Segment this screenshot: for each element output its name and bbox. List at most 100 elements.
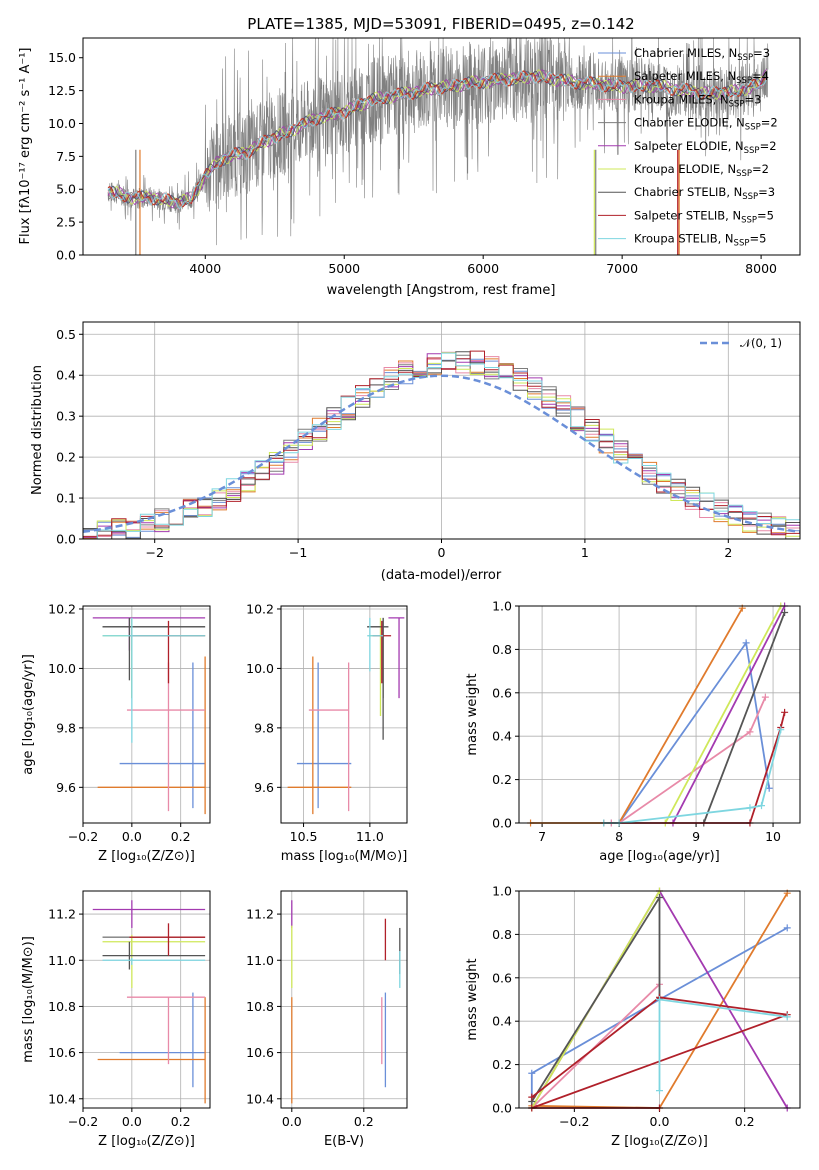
weight-line-c2 <box>530 607 744 824</box>
weight-line-c3 <box>611 696 767 824</box>
y-tick-label: 0.2 <box>56 450 76 465</box>
y-tick-label: 10.0 <box>48 661 76 676</box>
x-tick-label: 7000 <box>606 261 638 276</box>
weight-marker-c9 <box>758 802 766 810</box>
x-tick-label: −0.2 <box>68 1114 98 1129</box>
legend: 𝒩(0, 1) <box>700 336 782 350</box>
x-tick-label: 0.2 <box>171 1114 191 1129</box>
y-tick-label: 11.2 <box>246 907 274 922</box>
model-line-c4 <box>107 67 768 210</box>
weight-marker-c8 <box>781 708 789 716</box>
residual-histogram-panel: −2 −1 0 1 2 0.0 0.1 0.2 0.3 0.4 0.5 (data-model)/e… <box>30 321 801 583</box>
y-axis-label: mass [log₁₀(M/M⊙)] <box>21 936 36 1063</box>
plot-frame <box>280 890 408 1109</box>
plot-frame <box>518 605 801 824</box>
x-tick-label: −0.2 <box>559 1114 589 1129</box>
y-tick-label: 0.3 <box>56 409 76 424</box>
x-tick-label: 0.0 <box>650 1114 670 1129</box>
x-tick-label: 6000 <box>467 261 499 276</box>
y-tick-label: 10.2 <box>246 601 274 616</box>
y-tick-label: 0.4 <box>56 368 76 383</box>
x-tick-label: 4000 <box>189 261 221 276</box>
plot-frame <box>82 37 801 256</box>
y-tick-label: 0.5 <box>56 327 76 342</box>
errorbar-panel-2: 10.5 11.0 9.6 9.8 10.0 10.2 mass [log₁₀(M/M⊙)] <box>246 601 408 864</box>
x-tick-label: 10 <box>765 829 781 844</box>
errorbar-panel-1: −0.2 0.0 0.2 9.6 9.8 10.0 10.2 Z [log₁₀(Z/Z⊙)] a… <box>21 601 211 864</box>
y-tick-label: 2.5 <box>56 215 76 230</box>
x-tick-label: 7 <box>538 829 546 844</box>
y-tick-label: 10.6 <box>48 1045 76 1060</box>
model-line-c9 <box>107 70 768 210</box>
legend-label: Kroupa ELODIE, NSSP=2 <box>634 162 769 179</box>
weight-marker-c1 <box>783 924 791 932</box>
y-tick-label: 10.0 <box>48 116 76 131</box>
weight-marker-c7 <box>781 609 789 617</box>
model-spectra <box>107 67 768 210</box>
y-axis-label: mass weight <box>465 958 480 1040</box>
legend-label: Chabrier STELIB, NSSP=3 <box>634 185 775 202</box>
y-tick-label: 1.0 <box>492 599 512 614</box>
x-tick-label: 0.0 <box>282 1114 302 1129</box>
legend-label: Kroupa MILES, NSSP=3 <box>634 92 761 109</box>
y-tick-label: 0.4 <box>492 1014 512 1029</box>
plot-frame <box>82 605 211 824</box>
legend: Chabrier MILES, NSSP=3 Salpeter MILES, NS… <box>598 46 778 249</box>
plot-frame <box>82 890 211 1109</box>
weight-marker-c8 <box>528 1093 536 1101</box>
y-tick-label: 12.5 <box>48 83 76 98</box>
x-axis-label: Z [log₁₀(Z/Z⊙)] <box>98 1134 195 1149</box>
y-tick-label: 0.4 <box>492 729 512 744</box>
y-axis-label: Normed distribution <box>30 365 45 495</box>
y-tick-label: 0.8 <box>492 642 512 657</box>
x-axis-label: (data-model)/error <box>381 568 502 583</box>
y-tick-label: 11.2 <box>48 907 76 922</box>
x-tick-label: 0.0 <box>122 829 142 844</box>
y-tick-label: 9.6 <box>56 780 76 795</box>
y-tick-label: 10.4 <box>246 1091 274 1106</box>
weight-line-c6 <box>664 605 782 824</box>
weight-marker-c3 <box>746 728 754 736</box>
mass-weight-panel-1: 7 8 9 10 0.0 0.2 0.4 0.6 0.8 1.0 age [log₁₀(age/yr… <box>465 599 801 864</box>
histograms <box>83 350 800 540</box>
plot-frame <box>280 605 408 824</box>
histogram-c9 <box>83 352 800 540</box>
y-tick-label: 0.0 <box>492 1101 512 1116</box>
y-tick-label: 9.8 <box>56 720 76 735</box>
x-tick-label: 9 <box>692 829 700 844</box>
gaussian-curve <box>82 374 801 534</box>
y-tick-label: 9.6 <box>254 780 274 795</box>
y-tick-label: 0.2 <box>492 772 512 787</box>
y-tick-label: 15.0 <box>48 50 76 65</box>
x-tick-label: 2 <box>724 545 732 560</box>
y-tick-label: 11.0 <box>48 953 76 968</box>
legend-label: Salpeter ELODIE, NSSP=2 <box>634 139 777 156</box>
spectrum-panel: PLATE=1385, MJD=53091, FIBERID=0495, z=0… <box>18 15 801 298</box>
y-tick-label: 10.2 <box>48 601 76 616</box>
y-tick-label: 10.8 <box>48 999 76 1014</box>
weight-line-c7 <box>531 894 661 1102</box>
x-tick-label: 1 <box>581 545 589 560</box>
x-tick-label: 5000 <box>328 261 360 276</box>
y-tick-label: 10.0 <box>246 661 274 676</box>
x-tick-label: 0 <box>438 545 446 560</box>
weight-line-c7 <box>702 612 786 824</box>
y-tick-label: 10.4 <box>48 1091 76 1106</box>
observed-spectrum <box>107 37 769 255</box>
x-axis-label: Z [log₁₀(Z/Z⊙)] <box>98 849 195 864</box>
x-tick-label: −2 <box>145 545 163 560</box>
y-tick-label: 0.6 <box>492 685 512 700</box>
weight-marker-c9 <box>656 1087 663 1095</box>
weight-marker-c3 <box>761 693 769 701</box>
x-tick-label: 0.0 <box>122 1114 142 1129</box>
x-tick-label: 0.2 <box>171 829 191 844</box>
y-tick-label: 11.0 <box>246 953 274 968</box>
mass-weight-panel-2: −0.2 0.0 0.2 0.0 0.2 0.4 0.6 0.8 1.0 Z [log₁₀(Z/Z… <box>465 884 801 1149</box>
weight-marker-c1 <box>742 639 750 647</box>
y-axis-label: age [log₁₀(age/yr)] <box>21 654 36 775</box>
weight-marker-c1 <box>528 1069 536 1077</box>
y-tick-label: 0.0 <box>492 816 512 831</box>
y-tick-label: 0.2 <box>492 1057 512 1072</box>
x-tick-label: 8000 <box>745 261 777 276</box>
